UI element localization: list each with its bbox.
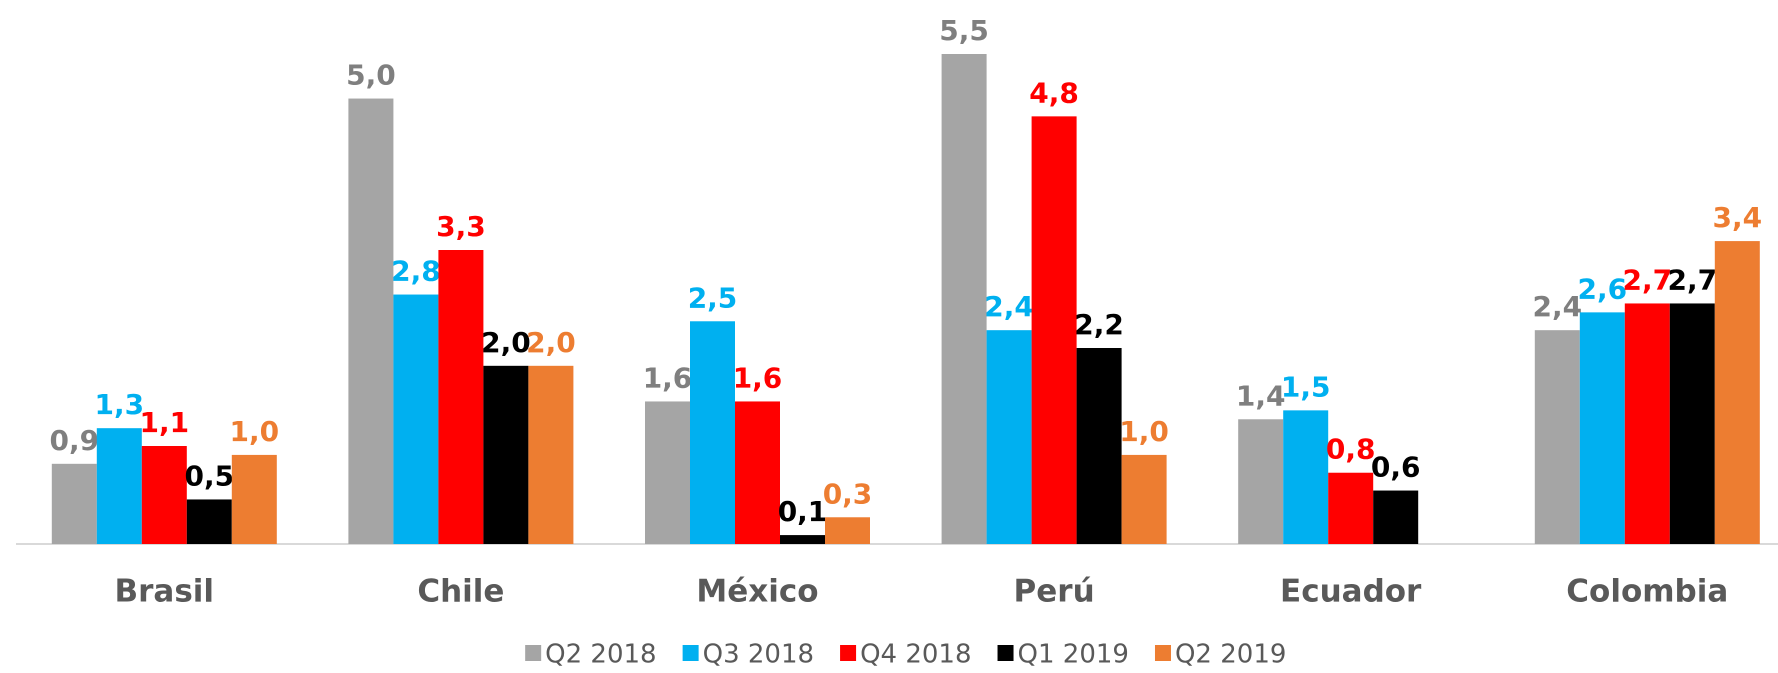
legend-label: Q3 2018 bbox=[703, 640, 814, 670]
bar bbox=[1624, 303, 1670, 544]
legend-swatch bbox=[682, 645, 699, 661]
value-label: 0,1 bbox=[778, 495, 828, 528]
value-label: 1,3 bbox=[94, 388, 144, 421]
bar bbox=[1714, 241, 1760, 544]
bar bbox=[690, 321, 735, 544]
x-tick-label: Colombia bbox=[1566, 574, 1728, 610]
legend-swatch bbox=[525, 645, 542, 661]
bar bbox=[528, 365, 574, 544]
value-label: 1,4 bbox=[1236, 379, 1286, 412]
value-label: 1,0 bbox=[229, 415, 279, 448]
legend-label: Q1 2019 bbox=[1018, 640, 1129, 670]
value-label: 2,4 bbox=[984, 290, 1034, 323]
bar bbox=[941, 54, 987, 544]
legend-swatch bbox=[1154, 645, 1171, 661]
value-label: 1,5 bbox=[1281, 370, 1331, 403]
bar bbox=[141, 446, 187, 544]
bar bbox=[1238, 419, 1284, 544]
bar bbox=[393, 294, 439, 544]
bar bbox=[348, 98, 394, 544]
x-tick-label: Ecuador bbox=[1280, 574, 1422, 610]
bar bbox=[1328, 472, 1374, 544]
bar bbox=[645, 401, 690, 544]
value-label: 3,3 bbox=[436, 210, 486, 243]
bar bbox=[186, 499, 232, 544]
value-label: 2,8 bbox=[391, 255, 441, 288]
value-label: 4,8 bbox=[1029, 76, 1079, 109]
legend-label: Q2 2018 bbox=[545, 640, 656, 670]
bar bbox=[51, 463, 97, 544]
value-label: 0,9 bbox=[49, 424, 99, 457]
value-label: 2,2 bbox=[1074, 308, 1124, 341]
bar bbox=[735, 401, 780, 544]
value-label: 3,4 bbox=[1712, 201, 1762, 234]
x-tick-label: Chile bbox=[417, 574, 504, 610]
value-label: 0,8 bbox=[1326, 433, 1376, 466]
bar bbox=[1534, 330, 1580, 544]
value-label: 0,6 bbox=[1371, 451, 1421, 484]
value-label: 2,0 bbox=[481, 326, 531, 359]
value-label: 0,5 bbox=[184, 459, 234, 492]
value-label: 2,4 bbox=[1532, 290, 1582, 323]
value-label: 2,6 bbox=[1577, 272, 1627, 305]
bar bbox=[483, 365, 529, 544]
value-label: 5,0 bbox=[346, 59, 396, 92]
x-tick-label: México bbox=[696, 574, 818, 610]
value-label: 5,5 bbox=[939, 14, 989, 47]
bar bbox=[1121, 454, 1167, 544]
value-label: 1,6 bbox=[733, 361, 783, 394]
legend-label: Q4 2018 bbox=[860, 640, 971, 670]
bar bbox=[780, 535, 825, 544]
legend-swatch bbox=[840, 645, 857, 661]
legend-label: Q2 2019 bbox=[1175, 640, 1286, 670]
legend-swatch bbox=[997, 645, 1014, 661]
value-label: 1,0 bbox=[1119, 415, 1169, 448]
bar bbox=[1373, 490, 1419, 544]
bar bbox=[1579, 312, 1625, 544]
value-label: 2,5 bbox=[688, 281, 738, 314]
bar bbox=[1031, 116, 1077, 544]
bar bbox=[231, 454, 277, 544]
bar bbox=[438, 250, 484, 544]
value-label: 2,7 bbox=[1667, 263, 1717, 296]
bar bbox=[96, 428, 142, 544]
value-label: 2,0 bbox=[526, 326, 576, 359]
value-label: 1,1 bbox=[139, 406, 189, 439]
bar bbox=[1669, 303, 1715, 544]
x-tick-label: Brasil bbox=[115, 574, 215, 610]
bar bbox=[986, 330, 1032, 544]
bar bbox=[825, 517, 870, 544]
value-label: 2,7 bbox=[1622, 263, 1672, 296]
value-label: 0,3 bbox=[823, 477, 873, 510]
bar bbox=[1283, 410, 1329, 544]
value-label: 1,6 bbox=[643, 361, 693, 394]
bar bbox=[1076, 348, 1122, 544]
x-tick-label: Perú bbox=[1014, 574, 1095, 610]
